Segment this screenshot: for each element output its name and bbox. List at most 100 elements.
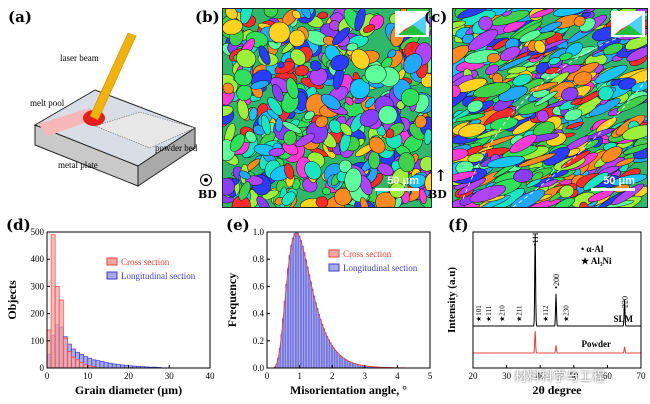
x-tick-label: 5 (428, 371, 433, 381)
ipf-legend-b (395, 11, 429, 37)
grain (453, 20, 467, 30)
panel-e-letter: (e) (226, 216, 250, 234)
peak-label: •200 (552, 274, 561, 289)
grain (458, 123, 486, 138)
y-tick-label: 0.4 (253, 309, 265, 319)
grain (618, 77, 637, 90)
grain (457, 177, 486, 196)
grain (364, 64, 387, 84)
grain (423, 128, 431, 145)
x-tick-label: 60 (603, 371, 613, 381)
grain (338, 159, 352, 173)
x-tick-label: 40 (206, 371, 216, 381)
bar-longitudinal (115, 364, 121, 369)
grain (250, 80, 269, 90)
x-tick-label: 20 (124, 371, 134, 381)
panel-f-letter: (f) (448, 216, 469, 234)
bar-cross-section (50, 234, 56, 369)
grain (485, 64, 500, 75)
bar-cross-section (54, 286, 60, 369)
grain (510, 189, 546, 207)
grain (330, 54, 350, 71)
x-tick-label: 50 (569, 371, 579, 381)
bar-cross-section (58, 299, 64, 369)
scale-label-b: 50 μm (387, 175, 419, 187)
y-tick-label: 500 (31, 227, 45, 237)
scale-bar-b (375, 188, 419, 191)
bar-longitudinal (309, 281, 312, 369)
grain (238, 170, 251, 180)
legend-label-cross: Cross section (121, 257, 170, 267)
grain (328, 119, 342, 134)
series-label-powder: Powder (582, 339, 612, 349)
grain (601, 146, 623, 163)
bar-longitudinal (290, 244, 293, 369)
grain (579, 201, 589, 207)
bar-longitudinal (344, 358, 347, 369)
grain (229, 133, 245, 152)
grain (615, 157, 635, 167)
x-tick-label: 10 (83, 371, 93, 381)
grain (260, 114, 271, 135)
bar-cross-section (67, 351, 72, 369)
watermark: 材料科学与工程 (514, 370, 606, 385)
x-tick-label: 3 (363, 371, 368, 381)
bar-longitudinal (313, 295, 316, 369)
grain (509, 134, 537, 154)
grain (457, 9, 491, 19)
bar-longitudinal (324, 332, 327, 369)
grain (498, 85, 528, 102)
bar-longitudinal (327, 339, 330, 369)
bar-longitudinal (352, 362, 355, 369)
grain (486, 52, 501, 64)
al3ni-peak-label: ★112 (542, 305, 550, 322)
legend-alpha-al: • α-Al (581, 244, 604, 254)
grain (303, 110, 315, 121)
bar-cross-section (79, 362, 85, 369)
grain (548, 57, 561, 65)
grain (304, 160, 322, 180)
grain (223, 82, 234, 95)
legend-swatch-cross (328, 249, 340, 258)
legend-swatch-long (106, 271, 118, 280)
x-axis-label: Grain diameter (μm) (75, 383, 182, 397)
grain (234, 68, 253, 86)
grain (565, 121, 584, 130)
grain (403, 53, 423, 74)
grain (610, 173, 647, 187)
bar-longitudinal (329, 342, 332, 369)
grain (622, 124, 647, 141)
grain (267, 97, 283, 116)
grain (359, 197, 369, 207)
grain (553, 197, 576, 207)
x-tick-label: 30 (502, 371, 512, 381)
grain (225, 9, 238, 20)
grain (346, 42, 359, 52)
grain (315, 115, 329, 128)
bar-longitudinal (298, 235, 301, 369)
bar-longitudinal (295, 231, 298, 369)
peak-label: •220 (621, 296, 630, 311)
bar-longitudinal (314, 302, 317, 369)
bar-longitudinal (287, 268, 290, 369)
bar-longitudinal (321, 324, 324, 369)
bar-longitudinal (335, 351, 338, 369)
bd-label-c: BD (428, 188, 447, 201)
y-axis-label: Frequency (225, 273, 239, 327)
grain (539, 21, 563, 34)
scan-track (38, 108, 98, 136)
bar-cross-section (75, 359, 80, 369)
laser-beam (89, 32, 137, 121)
grain (526, 178, 542, 188)
grain (595, 117, 617, 133)
label-melt-pool: melt pool (30, 98, 65, 108)
grain (561, 87, 579, 102)
y-tick-label: 0 (40, 363, 45, 373)
grain (573, 15, 586, 27)
bar-longitudinal (319, 319, 322, 369)
grain (582, 171, 609, 191)
grain (602, 43, 624, 55)
grain (223, 19, 243, 36)
grain (223, 90, 235, 109)
